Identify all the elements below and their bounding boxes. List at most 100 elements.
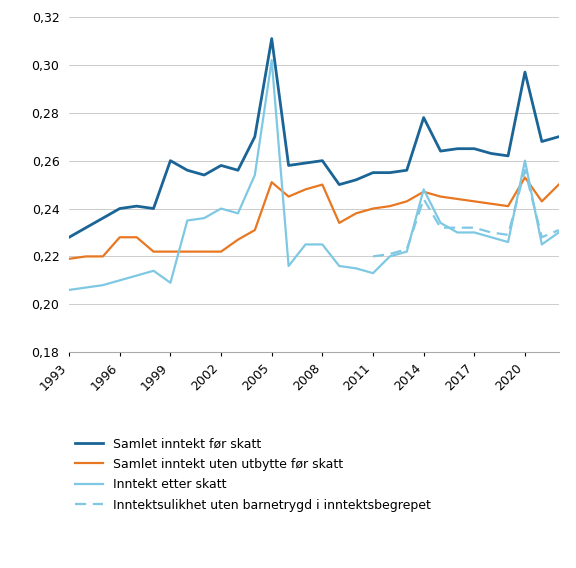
Inntektsulikhet uten barnetrygd i inntektsbegrepet <box>370 253 377 260</box>
Samlet inntekt uten utbytte før skatt <box>488 201 495 207</box>
Samlet inntekt før skatt <box>218 162 225 169</box>
Samlet inntekt før skatt <box>454 145 461 152</box>
Samlet inntekt før skatt <box>116 205 123 212</box>
Inntekt etter skatt <box>420 186 427 193</box>
Line: Inntektsulikhet uten barnetrygd i inntektsbegrepet: Inntektsulikhet uten barnetrygd i inntek… <box>373 170 559 256</box>
Inntekt etter skatt <box>133 272 140 279</box>
Samlet inntekt før skatt <box>133 203 140 210</box>
Inntekt etter skatt <box>150 268 157 274</box>
Samlet inntekt før skatt <box>521 69 528 76</box>
Samlet inntekt uten utbytte før skatt <box>285 193 292 200</box>
Samlet inntekt før skatt <box>200 172 207 178</box>
Samlet inntekt før skatt <box>184 167 191 174</box>
Samlet inntekt før skatt <box>505 152 511 159</box>
Inntekt etter skatt <box>100 282 107 289</box>
Samlet inntekt uten utbytte før skatt <box>116 234 123 241</box>
Inntekt etter skatt <box>200 215 207 222</box>
Samlet inntekt uten utbytte før skatt <box>505 203 511 210</box>
Samlet inntekt før skatt <box>302 160 309 166</box>
Samlet inntekt uten utbytte før skatt <box>539 198 545 204</box>
Inntekt etter skatt <box>555 229 562 236</box>
Inntekt etter skatt <box>218 205 225 212</box>
Inntekt etter skatt <box>184 217 191 224</box>
Samlet inntekt før skatt <box>488 150 495 157</box>
Samlet inntekt uten utbytte før skatt <box>66 256 73 262</box>
Line: Samlet inntekt uten utbytte før skatt: Samlet inntekt uten utbytte før skatt <box>69 177 559 259</box>
Inntekt etter skatt <box>285 262 292 269</box>
Samlet inntekt uten utbytte før skatt <box>133 234 140 241</box>
Samlet inntekt uten utbytte før skatt <box>403 198 410 204</box>
Inntekt etter skatt <box>234 210 241 217</box>
Inntektsulikhet uten barnetrygd i inntektsbegrepet <box>505 231 511 238</box>
Samlet inntekt uten utbytte før skatt <box>437 193 444 200</box>
Samlet inntekt før skatt <box>66 234 73 241</box>
Samlet inntekt uten utbytte før skatt <box>555 181 562 188</box>
Inntekt etter skatt <box>336 262 343 269</box>
Samlet inntekt uten utbytte før skatt <box>521 174 528 181</box>
Inntektsulikhet uten barnetrygd i inntektsbegrepet <box>437 224 444 231</box>
Inntektsulikhet uten barnetrygd i inntektsbegrepet <box>539 234 545 241</box>
Inntekt etter skatt <box>66 286 73 293</box>
Samlet inntekt før skatt <box>285 162 292 169</box>
Inntekt etter skatt <box>454 229 461 236</box>
Samlet inntekt uten utbytte før skatt <box>184 248 191 255</box>
Inntektsulikhet uten barnetrygd i inntektsbegrepet <box>403 246 410 253</box>
Inntekt etter skatt <box>353 265 359 272</box>
Samlet inntekt uten utbytte før skatt <box>420 189 427 195</box>
Inntekt etter skatt <box>437 219 444 226</box>
Inntektsulikhet uten barnetrygd i inntektsbegrepet <box>521 167 528 174</box>
Inntektsulikhet uten barnetrygd i inntektsbegrepet <box>555 227 562 233</box>
Samlet inntekt før skatt <box>82 224 89 231</box>
Inntekt etter skatt <box>251 172 258 178</box>
Samlet inntekt uten utbytte før skatt <box>200 248 207 255</box>
Samlet inntekt uten utbytte før skatt <box>167 248 174 255</box>
Samlet inntekt uten utbytte før skatt <box>370 205 377 212</box>
Samlet inntekt uten utbytte før skatt <box>454 195 461 202</box>
Inntekt etter skatt <box>539 241 545 248</box>
Samlet inntekt før skatt <box>234 167 241 174</box>
Samlet inntekt uten utbytte før skatt <box>319 181 326 188</box>
Samlet inntekt før skatt <box>150 205 157 212</box>
Samlet inntekt før skatt <box>403 167 410 174</box>
Samlet inntekt før skatt <box>370 169 377 176</box>
Samlet inntekt uten utbytte før skatt <box>353 210 359 217</box>
Samlet inntekt uten utbytte før skatt <box>336 219 343 226</box>
Inntekt etter skatt <box>116 277 123 284</box>
Samlet inntekt før skatt <box>539 138 545 145</box>
Samlet inntekt før skatt <box>420 114 427 121</box>
Samlet inntekt uten utbytte før skatt <box>82 253 89 260</box>
Samlet inntekt før skatt <box>437 148 444 154</box>
Inntekt etter skatt <box>370 270 377 277</box>
Inntekt etter skatt <box>505 239 511 245</box>
Samlet inntekt før skatt <box>386 169 393 176</box>
Samlet inntekt før skatt <box>319 157 326 164</box>
Legend: Samlet inntekt før skatt, Samlet inntekt uten utbytte før skatt, Inntekt etter s: Samlet inntekt før skatt, Samlet inntekt… <box>70 432 436 517</box>
Samlet inntekt uten utbytte før skatt <box>234 236 241 243</box>
Inntektsulikhet uten barnetrygd i inntektsbegrepet <box>488 229 495 236</box>
Samlet inntekt uten utbytte før skatt <box>386 203 393 210</box>
Inntekt etter skatt <box>302 241 309 248</box>
Inntekt etter skatt <box>521 157 528 164</box>
Samlet inntekt uten utbytte før skatt <box>150 248 157 255</box>
Inntektsulikhet uten barnetrygd i inntektsbegrepet <box>471 224 478 231</box>
Inntekt etter skatt <box>488 234 495 241</box>
Samlet inntekt uten utbytte før skatt <box>302 186 309 193</box>
Line: Inntekt etter skatt: Inntekt etter skatt <box>69 60 559 290</box>
Samlet inntekt før skatt <box>100 215 107 222</box>
Samlet inntekt uten utbytte før skatt <box>100 253 107 260</box>
Inntekt etter skatt <box>403 248 410 255</box>
Samlet inntekt før skatt <box>336 181 343 188</box>
Inntekt etter skatt <box>319 241 326 248</box>
Samlet inntekt uten utbytte før skatt <box>268 179 275 186</box>
Inntektsulikhet uten barnetrygd i inntektsbegrepet <box>420 195 427 202</box>
Samlet inntekt uten utbytte før skatt <box>251 227 258 233</box>
Samlet inntekt før skatt <box>471 145 478 152</box>
Samlet inntekt før skatt <box>251 133 258 140</box>
Samlet inntekt før skatt <box>555 133 562 140</box>
Inntektsulikhet uten barnetrygd i inntektsbegrepet <box>386 250 393 257</box>
Line: Samlet inntekt før skatt: Samlet inntekt før skatt <box>69 39 559 237</box>
Samlet inntekt uten utbytte før skatt <box>471 198 478 204</box>
Inntekt etter skatt <box>82 284 89 291</box>
Inntekt etter skatt <box>471 229 478 236</box>
Inntektsulikhet uten barnetrygd i inntektsbegrepet <box>454 224 461 231</box>
